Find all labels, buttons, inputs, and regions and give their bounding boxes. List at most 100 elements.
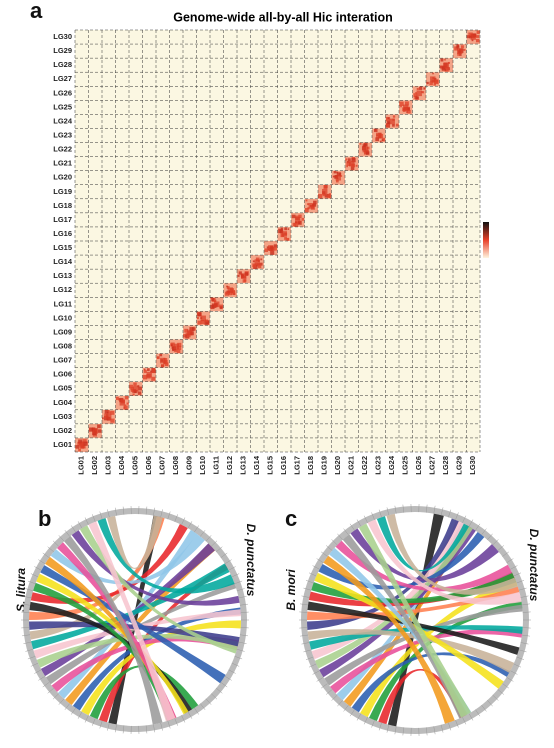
y-label: LG06 (53, 370, 72, 379)
ring-tick (240, 627, 249, 629)
contact-cell (126, 402, 129, 405)
ring-tick (300, 634, 309, 637)
contact-cell (284, 227, 287, 231)
contact-cell (340, 175, 343, 177)
ring-tick (211, 540, 218, 547)
ring-tick (231, 662, 240, 667)
ring-tick (228, 566, 236, 571)
ring-tick (231, 573, 240, 578)
diagonal-core (322, 188, 328, 195)
contact-cell (421, 91, 425, 94)
ring-tick (216, 687, 223, 694)
ring-tick (153, 724, 156, 733)
contact-cell (147, 368, 150, 371)
diagonal-core (146, 371, 152, 378)
ring-tick (433, 726, 436, 735)
ring-tick (371, 720, 375, 728)
ring-tick (181, 517, 186, 525)
x-label: LG20 (333, 456, 342, 475)
contact-cell (132, 393, 135, 396)
ring-tick (402, 504, 404, 513)
contact-cell (406, 111, 408, 113)
x-label: LG03 (104, 456, 113, 475)
contact-cell (185, 332, 188, 335)
species-label: D. punctatus (244, 524, 258, 597)
contact-cell (257, 264, 262, 268)
ring-tick (343, 528, 349, 536)
y-label: LG18 (53, 201, 72, 210)
ring-tick (58, 535, 65, 542)
contact-cell (395, 123, 399, 127)
contact-cell (429, 81, 433, 86)
ring-tick (481, 704, 487, 712)
ring-tick (187, 521, 193, 529)
y-label: LG15 (53, 243, 72, 252)
ring-tick (303, 649, 312, 653)
x-label: LG06 (144, 456, 153, 475)
contact-cell (318, 194, 323, 199)
contact-cell (129, 384, 134, 389)
contact-cell (328, 193, 332, 196)
ring-tick (386, 724, 390, 733)
y-label: LG30 (53, 32, 72, 41)
contact-cell (392, 115, 396, 118)
y-label: LG26 (53, 88, 72, 97)
contact-cell (351, 158, 356, 163)
contact-cell (142, 374, 148, 380)
ring-tick (386, 507, 390, 516)
contact-cell (97, 429, 102, 433)
ring-tick (77, 711, 83, 719)
contact-cell (270, 250, 275, 255)
y-label: LG16 (53, 229, 72, 238)
x-label: LG29 (455, 456, 464, 475)
contact-cell (454, 46, 459, 51)
contact-cell (270, 250, 273, 253)
contact-cell (187, 333, 191, 338)
ring-tick (462, 515, 467, 524)
contact-cell (322, 193, 326, 197)
ring-tick (23, 641, 32, 644)
contact-cell (433, 79, 438, 84)
contact-cell (375, 137, 380, 142)
contact-cell (301, 217, 305, 221)
y-label: LG11 (54, 299, 72, 308)
contact-cell (174, 349, 178, 353)
diagonal-core (254, 259, 260, 265)
ring-tick (516, 656, 525, 660)
x-label: LG24 (387, 455, 396, 475)
y-label: LG29 (53, 46, 72, 55)
ring-tick (234, 580, 243, 584)
diagonal-core (470, 34, 476, 40)
y-label: LG12 (53, 285, 72, 294)
ring-tick (194, 707, 199, 715)
ring-tick (325, 689, 333, 695)
y-label: LG01 (53, 440, 72, 449)
contact-cell (284, 237, 287, 240)
ring-tick (299, 627, 308, 629)
diagonal-core (362, 146, 368, 153)
diagonal-core (430, 76, 436, 83)
ring-tick (234, 656, 243, 660)
y-label: LG14 (53, 257, 73, 266)
synteny-ribbon (367, 519, 522, 605)
contact-cell (177, 342, 182, 347)
contact-cell (231, 289, 236, 294)
contact-cell (365, 142, 367, 145)
contact-cell (171, 344, 173, 346)
ring-tick (238, 596, 247, 599)
contact-cell (124, 404, 127, 407)
x-label: LG10 (198, 456, 207, 475)
contact-cell (150, 370, 153, 373)
contact-cell (89, 427, 94, 432)
contact-cell (404, 101, 409, 106)
contact-cell (205, 319, 208, 323)
ring-tick (363, 515, 368, 524)
contact-cell (346, 165, 349, 168)
ring-tick (42, 682, 50, 688)
ring-tick (308, 663, 317, 668)
contact-cell (364, 143, 367, 146)
y-label: LG07 (53, 356, 72, 365)
y-label: LG19 (53, 187, 72, 196)
x-label: LG22 (360, 456, 369, 475)
contact-cell (123, 405, 128, 410)
